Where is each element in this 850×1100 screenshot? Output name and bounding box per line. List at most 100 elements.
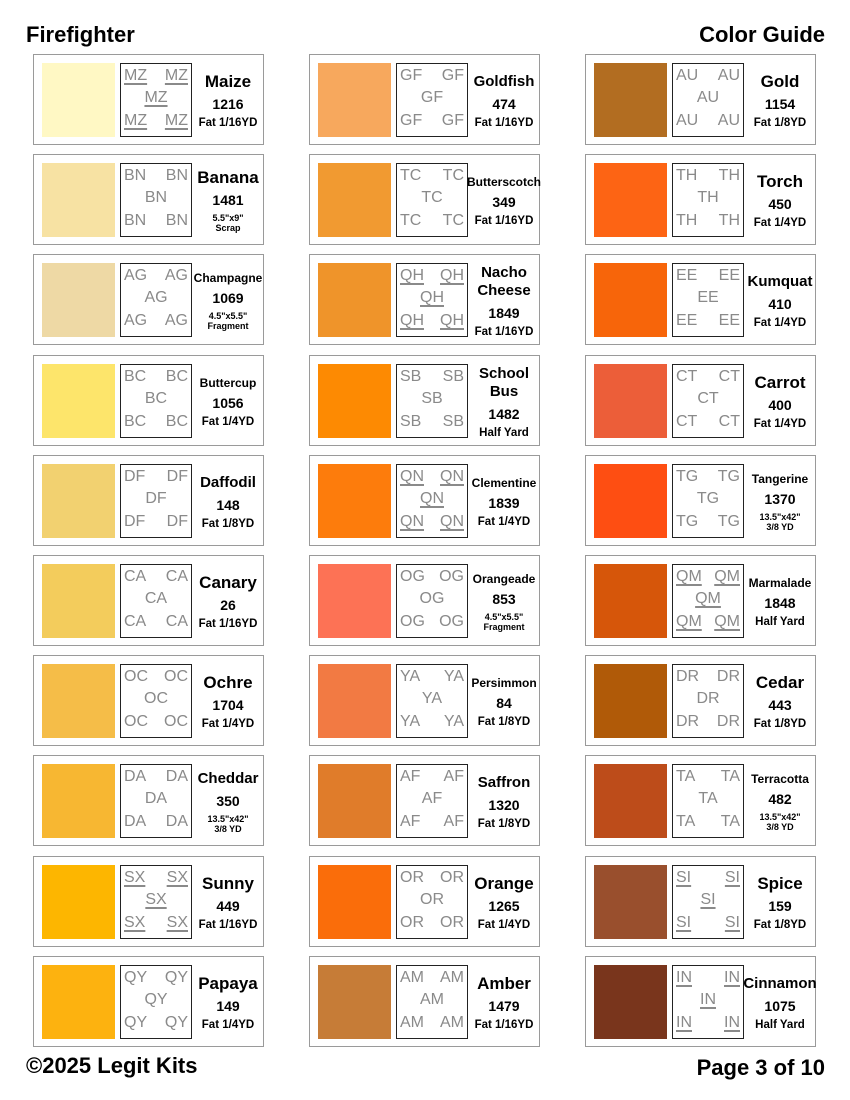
color-name: Orangeade <box>472 572 536 586</box>
color-code: TH <box>718 167 740 184</box>
color-code: QY <box>164 1014 188 1031</box>
color-code: EE <box>697 289 719 306</box>
color-card: AM AM AM AM AM Amber 1479 Fat 1/16YD <box>309 956 540 1047</box>
color-swatch <box>594 664 667 738</box>
color-code: OG <box>400 613 425 630</box>
fabric-size: Fat 1/4YD <box>753 316 807 329</box>
fabric-size: Fat 1/4YD <box>753 216 807 229</box>
color-info: Maize 1216 Fat 1/16YD <box>193 61 263 141</box>
color-swatch <box>42 664 115 738</box>
color-card: EE EE EE EE EE Kumquat 410 Fat 1/4YD <box>585 254 816 345</box>
color-code: TC <box>421 189 443 206</box>
kit-title: Firefighter <box>26 22 135 47</box>
color-code: AU <box>676 112 699 129</box>
color-number: 26 <box>220 596 236 613</box>
color-number: 1482 <box>488 405 520 422</box>
color-code: SI <box>676 914 692 931</box>
fabric-size: Fat 1/4YD <box>477 918 531 931</box>
color-code: DF <box>124 513 146 530</box>
color-info: Champagne 1069 4.5"x5.5" Fragment <box>193 261 263 341</box>
color-code: BC <box>165 368 188 385</box>
fabric-size: Half Yard <box>479 426 529 439</box>
color-code: AU <box>717 67 740 84</box>
code-symbol-box: CA CA CA CA CA <box>120 564 192 638</box>
color-code: DR <box>676 713 700 730</box>
color-code: SB <box>400 413 422 430</box>
fabric-size: Scrap <box>215 223 241 233</box>
color-code: QM <box>714 568 740 585</box>
color-code: YA <box>400 668 421 685</box>
color-code: OC <box>124 668 148 685</box>
color-code: TG <box>717 468 740 485</box>
color-swatch <box>42 564 115 638</box>
code-symbol-box: SB SB SB SB SB <box>396 364 468 438</box>
copyright: ©2025 Legit Kits <box>26 1053 198 1078</box>
color-code: CT <box>676 368 698 385</box>
color-number: 449 <box>216 897 240 914</box>
color-code: TH <box>676 212 698 229</box>
code-symbol-box: QN QN QN QN QN <box>396 464 468 538</box>
code-symbol-box: AM AM AM AM AM <box>396 965 468 1039</box>
code-symbol-box: AF AF AF AF AF <box>396 764 468 838</box>
color-info: Saffron 1320 Fat 1/8YD <box>469 762 539 842</box>
color-code: AU <box>676 67 699 84</box>
color-card: TH TH TH TH TH Torch 450 Fat 1/4YD <box>585 154 816 245</box>
code-symbol-box: OR OR OR OR OR <box>396 865 468 939</box>
color-card: DA DA DA DA DA Cheddar 350 13.5"x42" 3/8 YD <box>33 755 264 846</box>
color-info: Cheddar 350 13.5"x42" 3/8 YD <box>193 762 263 842</box>
color-code: OG <box>439 613 464 630</box>
color-code: IN <box>676 969 692 986</box>
color-name: Marmalade <box>748 575 812 590</box>
color-swatch <box>594 63 667 137</box>
color-swatch <box>318 865 391 939</box>
color-info: Orange 1265 Fat 1/4YD <box>469 863 539 943</box>
color-number: 1848 <box>764 594 796 611</box>
fabric-size: Fat 1/8YD <box>477 817 531 830</box>
color-code: QN <box>440 468 464 485</box>
color-code: DA <box>165 813 188 830</box>
color-code: TA <box>698 790 718 807</box>
color-swatch <box>42 464 115 538</box>
color-code: IN <box>676 1014 692 1031</box>
color-info: Amber 1479 Fat 1/16YD <box>469 963 539 1043</box>
color-code: OR <box>440 914 464 931</box>
color-code: MZ <box>144 89 168 106</box>
code-symbol-box: SI SI SI SI SI <box>672 865 744 939</box>
color-info: Sunny 449 Fat 1/16YD <box>193 863 263 943</box>
color-code: DR <box>696 690 720 707</box>
color-code: TC <box>442 167 464 184</box>
color-card: OR OR OR OR OR Orange 1265 Fat 1/4YD <box>309 856 540 947</box>
color-code: IN <box>724 1014 740 1031</box>
fabric-size: Half Yard <box>755 615 805 628</box>
color-code: TC <box>400 167 422 184</box>
color-info: Spice 159 Fat 1/8YD <box>745 863 815 943</box>
color-number: 1056 <box>212 394 244 411</box>
color-swatch <box>318 764 391 838</box>
color-code: TA <box>676 768 696 785</box>
fabric-size: Fat 1/8YD <box>753 116 807 129</box>
color-code: DA <box>124 813 147 830</box>
code-symbol-box: DA DA DA DA DA <box>120 764 192 838</box>
color-code: OR <box>420 891 444 908</box>
color-code: GF <box>441 112 464 129</box>
color-code: DF <box>166 513 188 530</box>
color-code: BC <box>144 390 168 407</box>
color-code: IN <box>724 969 740 986</box>
color-card: OC OC OC OC OC Ochre 1704 Fat 1/4YD <box>33 655 264 746</box>
color-code: QH <box>400 267 424 284</box>
color-code: DR <box>716 713 740 730</box>
fabric-size: Fat 1/8YD <box>201 517 255 530</box>
color-code: QM <box>695 590 721 607</box>
color-code: BC <box>165 413 188 430</box>
color-card: AF AF AF AF AF Saffron 1320 Fat 1/8YD <box>309 755 540 846</box>
color-number: 1069 <box>212 290 244 306</box>
color-number: 1265 <box>488 897 520 914</box>
color-info: Cinnamon 1075 Half Yard <box>743 963 817 1043</box>
color-swatch <box>318 364 391 438</box>
color-code: SI <box>676 869 692 886</box>
color-name: Cinnamon <box>743 974 817 992</box>
color-info: Kumquat 410 Fat 1/4YD <box>745 261 815 341</box>
color-code: TA <box>720 813 740 830</box>
color-code: DR <box>676 668 700 685</box>
color-info: Canary 26 Fat 1/16YD <box>193 562 263 642</box>
